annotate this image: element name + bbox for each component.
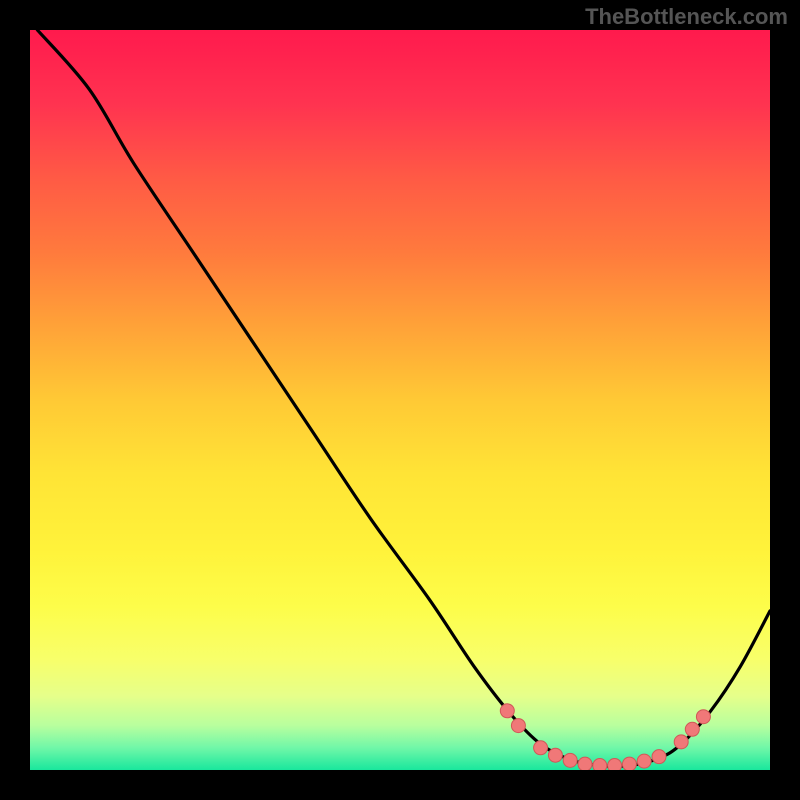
- marker-point: [500, 704, 514, 718]
- chart-container: TheBottleneck.com: [0, 0, 800, 800]
- marker-point: [534, 741, 548, 755]
- marker-point: [578, 757, 592, 770]
- marker-point: [696, 710, 710, 724]
- marker-point: [563, 753, 577, 767]
- marker-point: [652, 750, 666, 764]
- chart-svg: [30, 30, 770, 770]
- marker-point: [637, 754, 651, 768]
- marker-point: [548, 748, 562, 762]
- watermark-text: TheBottleneck.com: [585, 4, 788, 30]
- marker-point: [593, 759, 607, 770]
- marker-point: [685, 722, 699, 736]
- marker-point: [622, 757, 636, 770]
- marker-point: [608, 759, 622, 770]
- gradient-background: [30, 30, 770, 770]
- marker-point: [674, 735, 688, 749]
- chart-area: [30, 30, 770, 770]
- marker-point: [511, 719, 525, 733]
